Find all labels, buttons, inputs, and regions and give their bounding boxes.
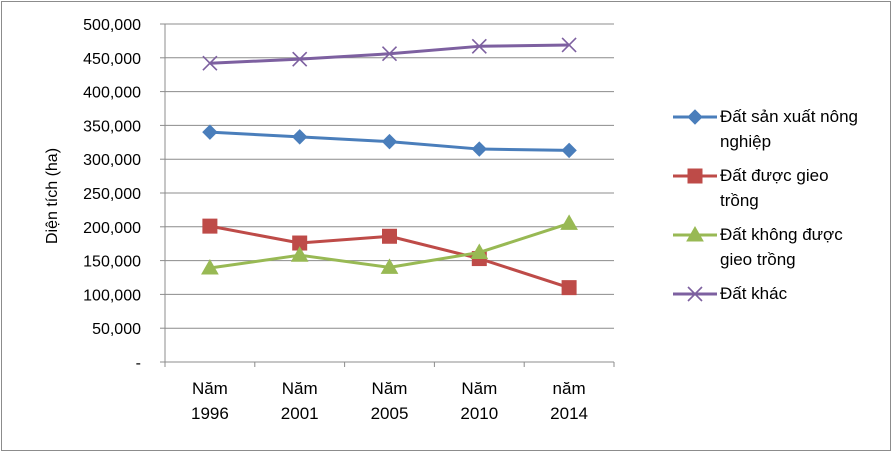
diamond-marker bbox=[291, 129, 308, 145]
y-tick-label: 350,000 bbox=[83, 118, 141, 135]
axes bbox=[160, 23, 615, 367]
legend-key-x bbox=[673, 286, 717, 302]
triangle-marker bbox=[560, 214, 578, 230]
legend-key-square bbox=[673, 168, 717, 184]
y-tick-label: 150,000 bbox=[83, 254, 141, 271]
series-4 bbox=[202, 37, 577, 71]
x-tick-label: 2010 bbox=[460, 404, 498, 423]
y-tick-label: 50,000 bbox=[92, 321, 141, 338]
diamond-marker bbox=[471, 141, 488, 157]
x-tick-label: 2005 bbox=[371, 404, 409, 423]
triangle-marker bbox=[201, 259, 219, 275]
x-marker bbox=[381, 46, 398, 62]
y-tick-label: 300,000 bbox=[83, 152, 141, 169]
triangle-marker bbox=[290, 246, 309, 262]
x-tick-label: năm bbox=[553, 379, 586, 398]
diamond-marker bbox=[202, 124, 218, 140]
y-tick-label: 200,000 bbox=[83, 220, 141, 237]
square-marker bbox=[561, 280, 577, 296]
legend-key-diamond bbox=[673, 109, 717, 125]
x-marker-stroke bbox=[381, 46, 398, 62]
y-tick-label: 250,000 bbox=[83, 186, 141, 203]
diamond-marker bbox=[561, 142, 577, 159]
x-marker-stroke bbox=[687, 286, 703, 302]
series-1 bbox=[202, 124, 577, 159]
y-tick-label: 500,000 bbox=[83, 17, 141, 34]
legend-item-dat-khong-duoc-gieo-trong: Đất không được gieo trồng bbox=[672, 222, 887, 272]
x-marker-stroke bbox=[202, 55, 218, 71]
legend-label: trồng bbox=[720, 191, 759, 210]
x-marker-stroke bbox=[471, 38, 487, 54]
series bbox=[201, 37, 578, 296]
series-3 bbox=[201, 214, 578, 275]
legend-label: Đất sản xuất nông bbox=[720, 107, 858, 126]
y-axis-title: Diện tích (ha) bbox=[44, 148, 61, 244]
legend-label: Đất không được bbox=[720, 225, 843, 244]
x-tick-label: Năm bbox=[192, 379, 228, 398]
x-tick-label: 1996 bbox=[191, 404, 229, 423]
x-tick-labels: Năm 1996 Năm 2001 Năm 2005 Năm 2010 năm 2014 bbox=[191, 379, 588, 423]
legend-label: Đất khác bbox=[720, 284, 788, 303]
x-marker bbox=[687, 286, 703, 302]
y-tick-label: 400,000 bbox=[83, 85, 141, 102]
legend-label: gieo trồng bbox=[720, 250, 796, 269]
diamond-marker bbox=[687, 109, 703, 125]
x-tick-label: Năm bbox=[372, 379, 408, 398]
legend-item-dat-khac: Đất khác bbox=[672, 281, 887, 306]
gridlines bbox=[165, 23, 614, 329]
legend-label: Đất được gieo bbox=[720, 166, 829, 185]
x-tick-label: 2001 bbox=[281, 404, 319, 423]
x-tick-label: 2014 bbox=[550, 404, 588, 423]
square-marker bbox=[382, 228, 397, 244]
x-tick-label: Năm bbox=[282, 379, 318, 398]
triangle-marker bbox=[470, 243, 489, 259]
square-marker bbox=[202, 218, 218, 234]
y-tick-label: 100,000 bbox=[83, 287, 141, 304]
x-marker-stroke bbox=[561, 37, 577, 53]
diamond-marker bbox=[381, 133, 398, 150]
x-tick-label: Năm bbox=[461, 379, 497, 398]
y-tick-labels: - 50,000 100,000 150,000 200,000 250,000 300,0… bbox=[83, 17, 141, 372]
y-tick-label: 450,000 bbox=[83, 51, 141, 68]
x-marker-stroke bbox=[292, 51, 308, 67]
y-tick-label: - bbox=[136, 355, 141, 372]
x-marker bbox=[202, 55, 218, 71]
x-marker bbox=[471, 38, 487, 54]
x-marker bbox=[292, 51, 308, 67]
square-marker bbox=[687, 168, 703, 184]
legend-item-dat-duoc-gieo-trong: Đất được gieo trồng bbox=[672, 163, 887, 213]
series-2 bbox=[202, 218, 577, 296]
triangle-marker bbox=[686, 225, 704, 242]
legend-label: nghiệp bbox=[720, 132, 772, 151]
x-marker bbox=[561, 37, 577, 53]
legend-key-triangle bbox=[673, 225, 717, 242]
legend-item-dat-san-xuat: Đất sản xuất nông nghiệp bbox=[672, 104, 887, 154]
triangle-marker bbox=[380, 258, 399, 274]
legend: Đất sản xuất nông nghiệp Đất được gieo t… bbox=[672, 104, 887, 315]
